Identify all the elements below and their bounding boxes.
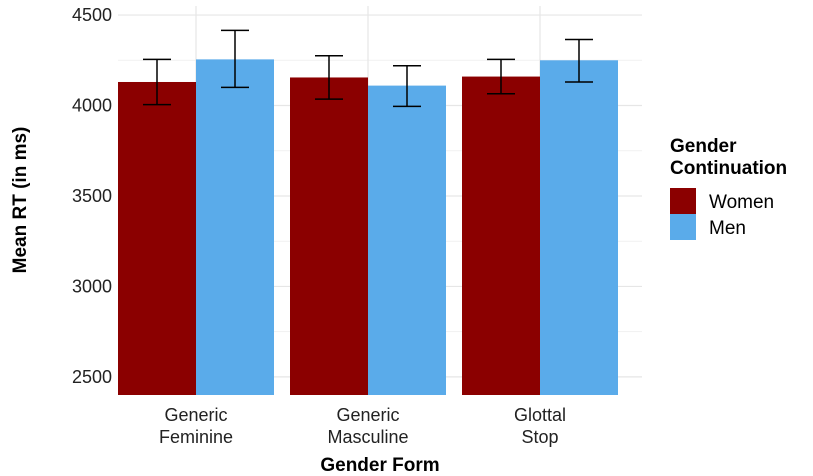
bar-men-1 [196,59,274,395]
error-bar-women-2 [315,55,343,100]
bar-men-2 [368,85,446,395]
y-tick-label: 2500 [72,367,112,387]
error-bar-men-1 [221,29,249,89]
y-tick-label: 4000 [72,96,112,116]
legend-key-women [670,188,696,214]
error-bar-women-1 [143,58,171,106]
bar-women-1 [118,81,196,396]
y-tick-label: 3500 [72,186,112,206]
x-axis-title: Gender Form [320,455,439,476]
axes: 2500 3000 3500 4000 4500 Generic Feminine Gener… [10,5,566,476]
error-bar-women-3 [487,58,515,95]
legend-label-women: Women [709,192,774,213]
y-tick-label: 3000 [72,276,112,296]
legend-label-men: Men [709,218,746,239]
y-axis-title: Mean RT (in ms) [10,127,31,274]
bar-women-3 [462,76,540,395]
error-bar-men-2 [393,64,421,108]
y-tick-label: 4500 [72,5,112,25]
x-tick-label: Generic Masculine [327,405,408,447]
bar-men-3 [540,60,618,396]
error-bar-men-3 [565,38,593,83]
bar-women-2 [290,77,368,396]
legend: Gender Continuation Women Men [670,136,787,240]
x-tick-label: Generic Feminine [159,405,233,447]
bars [118,59,618,396]
legend-key-men [670,214,696,240]
x-tick-label: Glottal Stop [514,405,566,447]
legend-title: Gender Continuation [670,136,787,179]
error-bars [143,29,593,108]
